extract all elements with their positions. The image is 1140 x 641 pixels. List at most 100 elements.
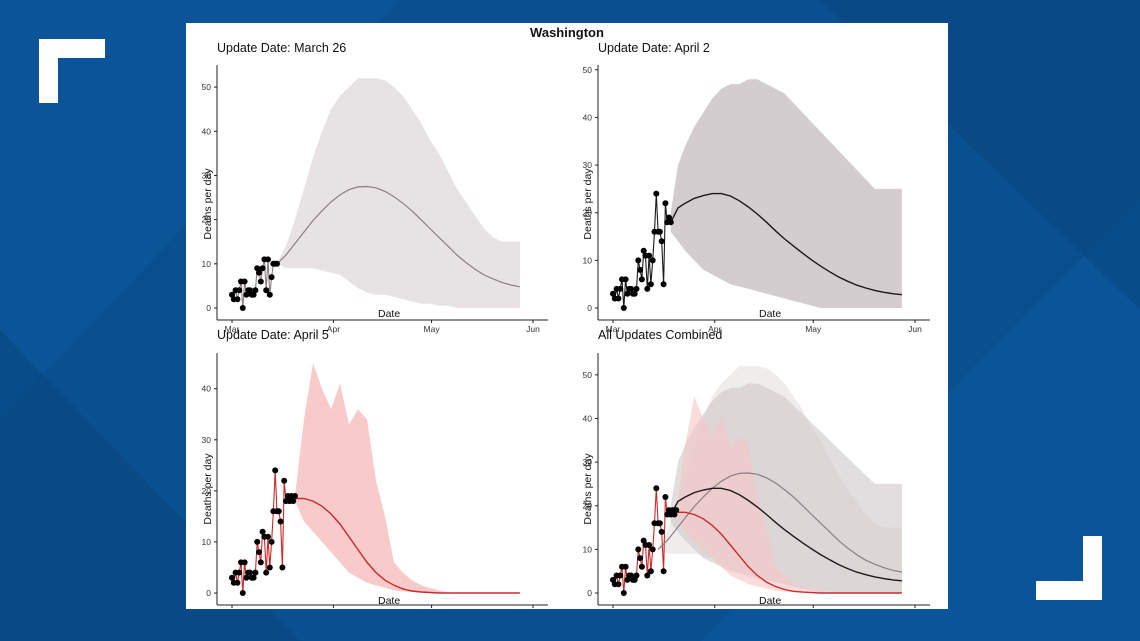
observed-point (644, 572, 651, 579)
observed-point (256, 549, 262, 556)
observed-point (259, 528, 266, 535)
y-tick-label: 20 (202, 486, 212, 496)
chart-panel-1: 0 10 20 30 40 50 Mar Apr May Jun (583, 65, 930, 334)
observed-point (279, 564, 286, 571)
observed-point (633, 572, 640, 579)
observed-point (234, 579, 241, 586)
observed-point (660, 281, 667, 288)
observed-point (281, 477, 288, 484)
observed-point (247, 569, 253, 576)
observed-point (243, 574, 250, 581)
y-tick-label: 50 (583, 65, 593, 75)
x-axis-label: Date (759, 308, 782, 320)
observed-point (666, 214, 672, 221)
observed-point (241, 278, 248, 285)
observed-point (272, 467, 279, 474)
observed-point (236, 569, 243, 576)
y-axis-label: Deaths per day (582, 168, 594, 240)
y-tick-label: 30 (583, 160, 593, 170)
y-tick-label: 10 (583, 255, 593, 265)
y-tick-label: 30 (202, 435, 212, 445)
observed-point (257, 278, 264, 285)
observed-point (646, 252, 653, 259)
observed-point (637, 555, 644, 562)
projection-line-apr2 (670, 487, 902, 582)
projection-line-mar26 (657, 472, 903, 573)
observed-point (236, 287, 243, 294)
y-axis-label: Deaths per day (582, 453, 594, 525)
observed-point (638, 276, 645, 283)
observed-point (275, 508, 282, 515)
chart-panel: Washington Update Date: March 26 Deaths … (186, 23, 948, 609)
corner-bracket-icon (1036, 536, 1102, 600)
observed-point (662, 200, 669, 207)
observed-point (633, 285, 640, 292)
observed-point (635, 546, 642, 553)
x-axis-label: Date (378, 308, 401, 320)
observed-point (290, 498, 297, 505)
x-tick-label: Jun (526, 324, 540, 334)
observed-point (259, 265, 266, 272)
observed-point (268, 538, 275, 545)
y-tick-label: 40 (583, 112, 593, 122)
observed-point (268, 274, 275, 281)
observed-point (254, 265, 261, 272)
y-axis-label: Deaths per day (202, 453, 214, 525)
observed-point (635, 257, 642, 264)
x-tick-label: Apr (708, 324, 721, 334)
y-tick-label: 10 (583, 544, 593, 554)
observed-point (252, 569, 259, 576)
observed-point (673, 507, 680, 514)
x-tick-label: Jun (908, 324, 922, 334)
projection-line-apr2 (670, 192, 902, 296)
observed-point (617, 572, 624, 579)
y-tick-label: 50 (202, 82, 212, 92)
observed-point (637, 266, 644, 273)
observed-point (649, 257, 656, 264)
observed-point (624, 290, 631, 297)
chart-mar26: 0 10 20 30 40 50 Mar Apr May Jun 0 10 20 30 40 50 Mar Apr… (202, 65, 930, 608)
projection-line-mar26 (276, 185, 521, 288)
observed-point (277, 518, 284, 525)
x-tick-label: Mar (606, 324, 621, 334)
observed-point (658, 528, 665, 535)
observed-point (239, 590, 246, 596)
observed-point (615, 295, 622, 302)
uncertainty-band-apr5 (295, 363, 520, 593)
y-tick-label: 10 (202, 259, 212, 269)
observed-point (658, 238, 665, 245)
y-tick-label: 30 (202, 170, 212, 180)
y-tick-label: 20 (583, 501, 593, 511)
observed-point (644, 285, 651, 292)
observed-point (241, 559, 248, 566)
y-tick-label: 10 (202, 537, 212, 547)
observed-point (254, 538, 261, 545)
observed-point (257, 559, 264, 566)
observed-point (263, 569, 270, 576)
x-tick-label: Apr (327, 324, 340, 334)
observed-point (265, 256, 271, 263)
observed-point (234, 296, 241, 303)
observed-point (239, 305, 246, 311)
observed-point (250, 574, 257, 581)
observed-point (252, 287, 259, 294)
y-tick-label: 0 (206, 588, 211, 598)
observed-point (640, 247, 647, 254)
observed-point (229, 291, 235, 298)
x-axis-label: Date (759, 595, 782, 607)
observed-point (628, 285, 635, 292)
observed-point (649, 546, 656, 553)
projection-line-apr5 (676, 511, 902, 594)
observed-point (656, 520, 663, 527)
observed-point (266, 291, 273, 298)
observed-point (667, 219, 674, 226)
observed-point (656, 228, 663, 235)
observed-point (265, 533, 271, 540)
y-tick-label: 40 (202, 126, 212, 136)
y-tick-label: 0 (206, 303, 211, 313)
y-tick-label: 0 (587, 303, 592, 313)
observed-point (229, 574, 235, 581)
uncertainty-band-apr5 (676, 396, 902, 593)
observed-point (622, 276, 629, 283)
observed-point (662, 494, 669, 500)
